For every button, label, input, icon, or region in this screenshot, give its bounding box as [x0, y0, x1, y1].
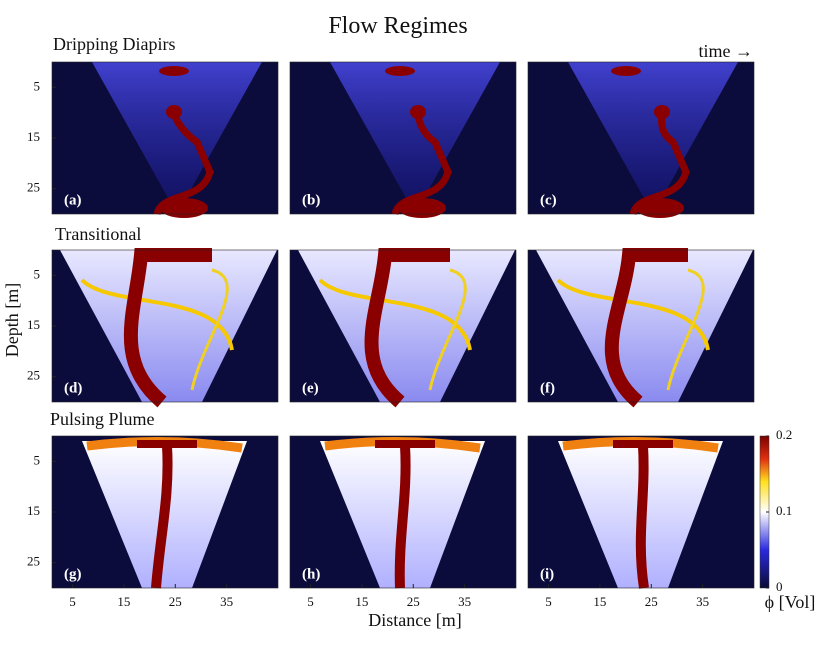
y-tick-label: 25	[27, 180, 40, 195]
yellow-streak	[556, 278, 710, 351]
plume-root	[398, 198, 446, 218]
plume-root	[160, 198, 208, 218]
panel-label: (c)	[540, 192, 557, 208]
y-tick-label: 25	[27, 368, 40, 383]
plume-root	[636, 198, 684, 218]
x-tick-label: 25	[407, 594, 420, 609]
y-tick-label: 15	[27, 129, 40, 144]
yellow-streak	[666, 268, 705, 391]
panel-label: (i)	[540, 566, 554, 582]
y-tick-label: 5	[34, 78, 41, 93]
panel-frame	[289, 435, 517, 589]
panel-label: (a)	[64, 192, 82, 208]
plume	[635, 445, 649, 589]
colorbar-tick-label: 0.2	[776, 427, 792, 442]
x-tick-label: 5	[69, 594, 76, 609]
x-tick-label: 35	[220, 594, 233, 609]
time-label: time →	[699, 41, 754, 61]
panel	[527, 248, 755, 408]
y-tick-label: 15	[27, 503, 40, 518]
panel-frame	[527, 249, 755, 403]
x-tick-label: 35	[458, 594, 471, 609]
yellow-streak	[318, 278, 472, 351]
panel-frame	[527, 435, 755, 589]
field-haze	[92, 62, 262, 214]
yellow-streak	[190, 268, 229, 391]
x-tick-label: 25	[169, 594, 182, 609]
diapir	[159, 66, 189, 76]
x-tick-label: 35	[696, 594, 709, 609]
plume	[151, 445, 173, 589]
y-tick-label: 15	[27, 317, 40, 332]
plume	[123, 248, 212, 408]
yellow-streak	[80, 278, 234, 351]
diapir	[410, 105, 426, 119]
y-tick-label: 5	[34, 452, 41, 467]
field-haze	[298, 250, 515, 402]
field-haze	[330, 62, 500, 214]
y-tick-label: 5	[34, 266, 41, 281]
panel-frame	[289, 61, 517, 215]
x-tick-label: 25	[645, 594, 658, 609]
colorbar-tick-label: 0.1	[776, 503, 792, 518]
panel	[289, 435, 517, 589]
plume	[604, 248, 688, 408]
colorbar-tick-label: 0	[776, 579, 783, 594]
figure-title: Flow Regimes	[328, 13, 467, 39]
panel-label: (d)	[64, 380, 82, 396]
x-tick-label: 5	[307, 594, 314, 609]
panel-frame	[289, 249, 517, 403]
x-tick-label: 15	[355, 594, 368, 609]
row-label: Dripping Diapirs	[53, 34, 175, 54]
field-haze	[536, 250, 753, 402]
x-tick-label: 5	[545, 594, 552, 609]
panel-label: (f)	[540, 380, 555, 396]
colorbar-label: ϕ [Vol]	[765, 592, 816, 612]
row-label: Transitional	[55, 224, 141, 244]
panel	[527, 61, 755, 218]
y-axis-label: Depth [m]	[2, 283, 22, 357]
plume	[364, 248, 450, 408]
plume	[394, 445, 411, 589]
panel-label: (g)	[64, 566, 82, 582]
panel	[51, 61, 279, 218]
x-tick-label: 15	[117, 594, 130, 609]
panel	[51, 435, 279, 589]
field-haze	[568, 62, 738, 214]
diapir	[654, 105, 670, 119]
yellow-streak	[428, 268, 467, 391]
x-axis-label: Distance [m]	[368, 610, 461, 630]
panel	[527, 435, 755, 589]
panel-frame	[527, 61, 755, 215]
panel-label: (b)	[302, 192, 320, 208]
panel	[289, 248, 517, 408]
panel	[289, 61, 517, 218]
row-label: Pulsing Plume	[50, 409, 155, 429]
field-haze	[60, 250, 277, 402]
panel-label: (h)	[302, 566, 320, 582]
diapir	[611, 66, 641, 76]
x-tick-label: 15	[593, 594, 606, 609]
diapir	[385, 66, 415, 76]
panel-label: (e)	[302, 380, 319, 396]
panel	[51, 248, 279, 408]
diapir	[166, 105, 182, 119]
y-tick-label: 25	[27, 554, 40, 569]
